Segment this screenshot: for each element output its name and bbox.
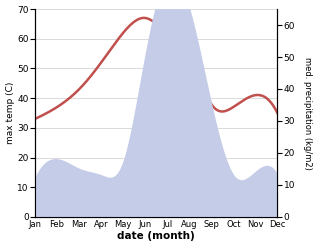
- X-axis label: date (month): date (month): [117, 231, 195, 242]
- Y-axis label: max temp (C): max temp (C): [5, 82, 15, 144]
- Y-axis label: med. precipitation (kg/m2): med. precipitation (kg/m2): [303, 57, 313, 169]
